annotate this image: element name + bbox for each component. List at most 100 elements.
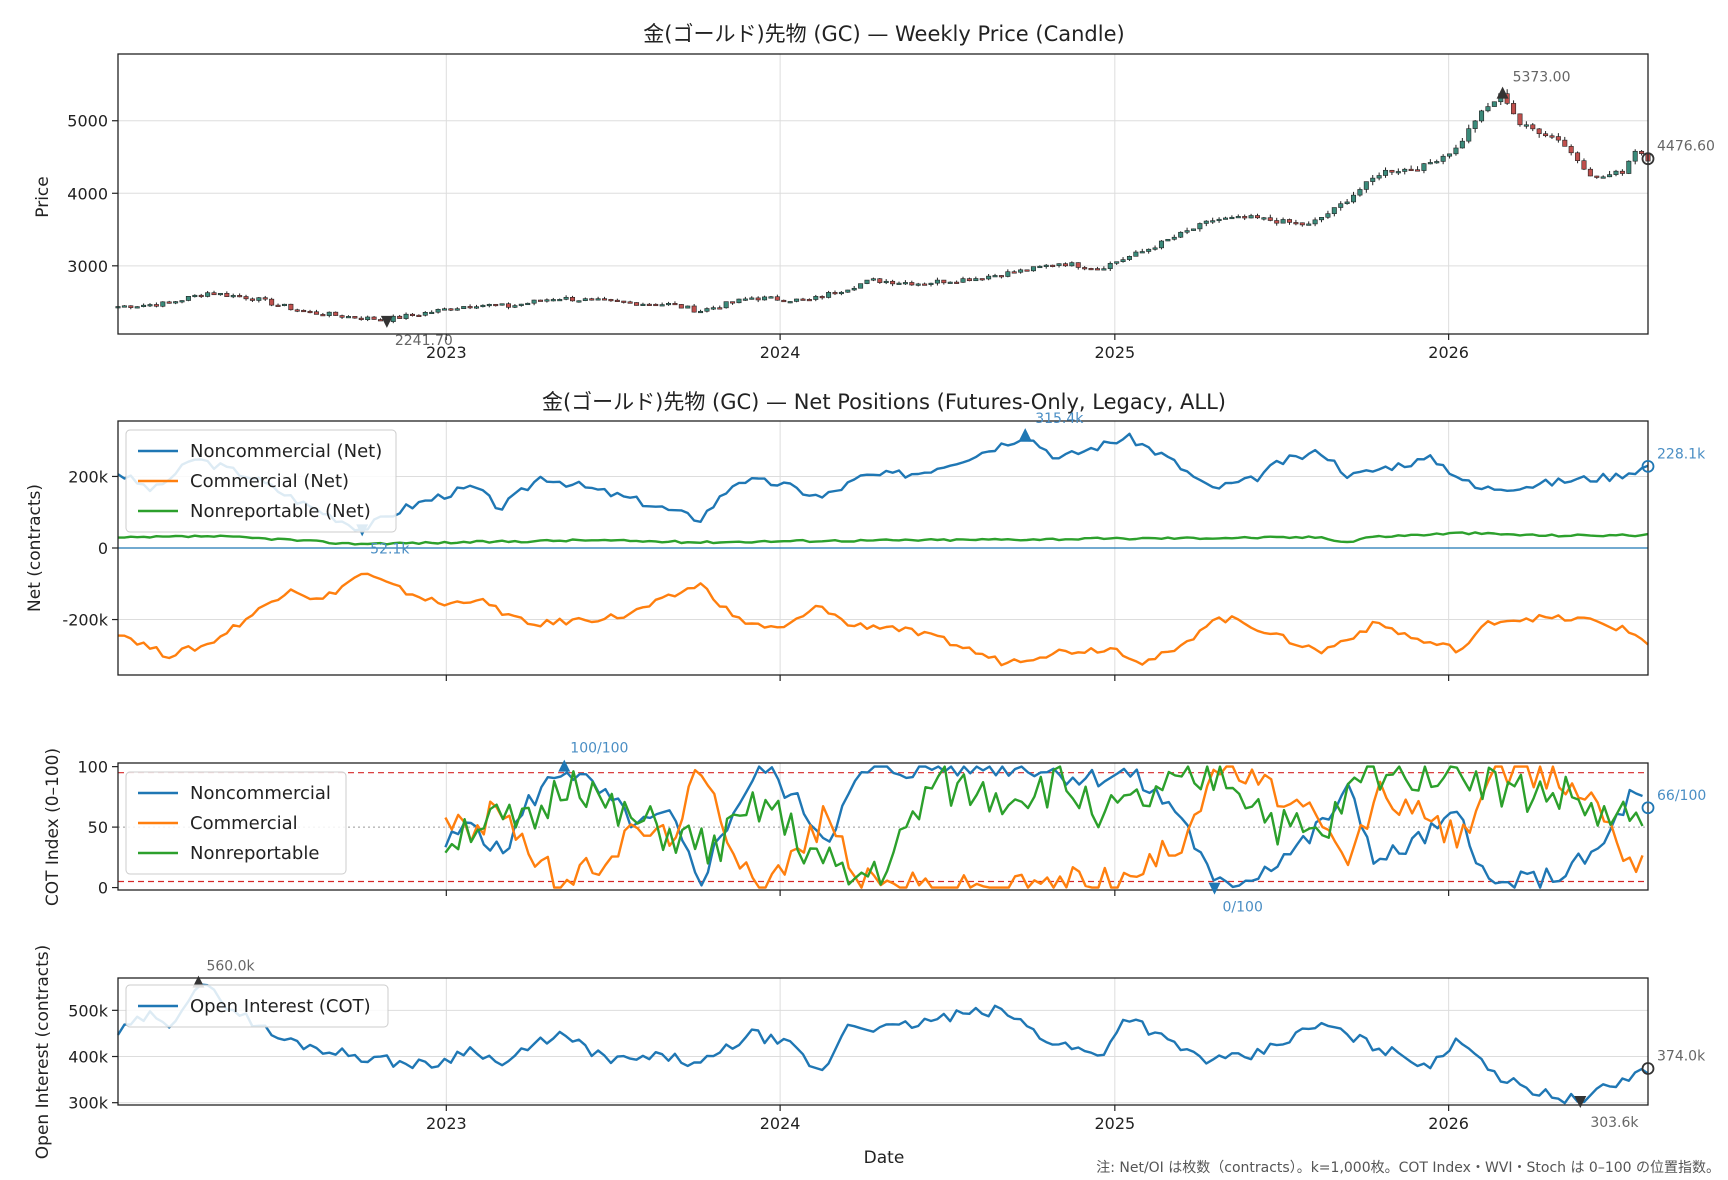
candle-body bbox=[1101, 268, 1107, 271]
candle-body bbox=[134, 306, 140, 309]
net-series-line bbox=[118, 531, 1649, 546]
candle-body bbox=[736, 298, 742, 304]
oi-annotations: 560.0k 303.6k 374.0k bbox=[192, 959, 1706, 1131]
candle-body bbox=[986, 275, 992, 280]
candle-body bbox=[646, 303, 652, 306]
last-marker bbox=[1641, 459, 1655, 473]
cot-index-panel: 0 50 100 COT Index (0–100) 100/100 0/100 66/… bbox=[43, 741, 1706, 916]
candle-body bbox=[966, 278, 972, 282]
legend-label: Nonreportable bbox=[190, 843, 319, 864]
last-marker bbox=[1641, 801, 1655, 815]
candle-body bbox=[1210, 220, 1216, 223]
candle-body bbox=[1178, 231, 1184, 238]
candle-body bbox=[922, 283, 928, 286]
net-y-axis-label: Net (contracts) bbox=[25, 484, 45, 612]
candle-body bbox=[698, 310, 704, 314]
candle-body bbox=[1267, 217, 1273, 221]
candle-body bbox=[422, 312, 428, 316]
y-tick-label: 100 bbox=[77, 758, 108, 777]
price-gridlines bbox=[118, 54, 1648, 334]
candle-body bbox=[973, 278, 979, 282]
candle-body bbox=[1165, 238, 1171, 242]
candle-body bbox=[281, 303, 287, 307]
candle-body bbox=[538, 299, 544, 302]
candle-body bbox=[339, 315, 345, 318]
candle-body bbox=[506, 303, 512, 308]
candle-body bbox=[1511, 103, 1517, 115]
oi-min-label: 303.6k bbox=[1590, 1115, 1639, 1131]
candle-body bbox=[890, 280, 896, 285]
price-axes-frame bbox=[117, 53, 1649, 335]
candle-body bbox=[525, 302, 531, 306]
cot-legend: Noncommercial Commercial Nonreportable bbox=[125, 771, 347, 875]
candle-body bbox=[243, 296, 249, 300]
candle-body bbox=[1146, 248, 1152, 252]
candle-body bbox=[1242, 216, 1248, 219]
candle-body bbox=[1363, 181, 1369, 190]
candle-body bbox=[1594, 175, 1600, 178]
candle-body bbox=[704, 308, 710, 312]
candle-body bbox=[928, 282, 934, 285]
candle-body bbox=[1018, 269, 1024, 273]
x-tick-label: 2026 bbox=[1428, 343, 1469, 362]
candle-body bbox=[1421, 163, 1427, 171]
y-tick-label: 300k bbox=[68, 1094, 109, 1113]
candle-body bbox=[781, 299, 787, 303]
candle-body bbox=[749, 297, 755, 300]
candle-body bbox=[224, 292, 230, 297]
candle-body bbox=[742, 298, 748, 301]
candle-body bbox=[762, 296, 768, 301]
net-chart-title: 金(ゴールド)先物 (GC) — Net Positions (Futures-… bbox=[542, 390, 1226, 414]
candle-body bbox=[666, 303, 672, 306]
candle-body bbox=[1607, 174, 1613, 178]
candle-body bbox=[121, 305, 127, 308]
candle-body bbox=[1491, 101, 1497, 107]
legend-label: Nonreportable (Net) bbox=[190, 501, 371, 522]
candle-body bbox=[1082, 267, 1088, 270]
candle-body bbox=[1619, 170, 1625, 174]
candle-body bbox=[1395, 171, 1401, 174]
candle-body bbox=[1094, 268, 1100, 271]
candle-body bbox=[800, 298, 806, 301]
cot-last-label: 66/100 bbox=[1657, 788, 1706, 804]
candle-body bbox=[1139, 251, 1145, 254]
candle-body bbox=[441, 308, 447, 311]
candle-body bbox=[557, 299, 563, 302]
candle-body bbox=[730, 301, 736, 304]
candle-body bbox=[147, 304, 153, 307]
candle-body bbox=[179, 300, 185, 303]
candle-body bbox=[1319, 217, 1325, 221]
candle-body bbox=[653, 303, 659, 307]
candle-body bbox=[1030, 266, 1036, 272]
candle-body bbox=[941, 279, 947, 284]
candle-body bbox=[1120, 259, 1126, 262]
candle-body bbox=[493, 303, 499, 307]
price-annotations: 5373.00 2241.70 4476.60 bbox=[380, 70, 1715, 349]
candle-body bbox=[345, 316, 351, 319]
oi-last-label: 374.0k bbox=[1657, 1049, 1706, 1065]
candle-body bbox=[275, 304, 281, 307]
candle-body bbox=[198, 294, 204, 298]
candle-body bbox=[1344, 201, 1350, 204]
y-tick-label: -200k bbox=[62, 611, 108, 630]
x-tick-label: 2023 bbox=[426, 343, 467, 362]
candle-body bbox=[1370, 177, 1376, 182]
candle-body bbox=[659, 304, 665, 307]
y-tick-label: 400k bbox=[68, 1048, 109, 1067]
price-chart-title: 金(ゴールド)先物 (GC) — Weekly Price (Candle) bbox=[643, 22, 1124, 46]
candle-body bbox=[992, 275, 998, 278]
candle-body bbox=[358, 317, 364, 321]
candle-body bbox=[1062, 263, 1068, 267]
min-marker bbox=[1574, 1096, 1587, 1109]
candle-body bbox=[1133, 251, 1139, 257]
candle-body bbox=[1459, 140, 1465, 149]
candle-body bbox=[1216, 218, 1222, 222]
candle-body bbox=[678, 304, 684, 309]
candle-body bbox=[333, 311, 339, 316]
candle-body bbox=[166, 301, 172, 304]
candle-body bbox=[570, 296, 576, 302]
candle-body bbox=[1575, 152, 1581, 161]
candle-body bbox=[1229, 216, 1235, 220]
x-tick-label: 2025 bbox=[1094, 343, 1135, 362]
cot-annotations: 100/100 0/100 66/100 bbox=[558, 741, 1706, 916]
